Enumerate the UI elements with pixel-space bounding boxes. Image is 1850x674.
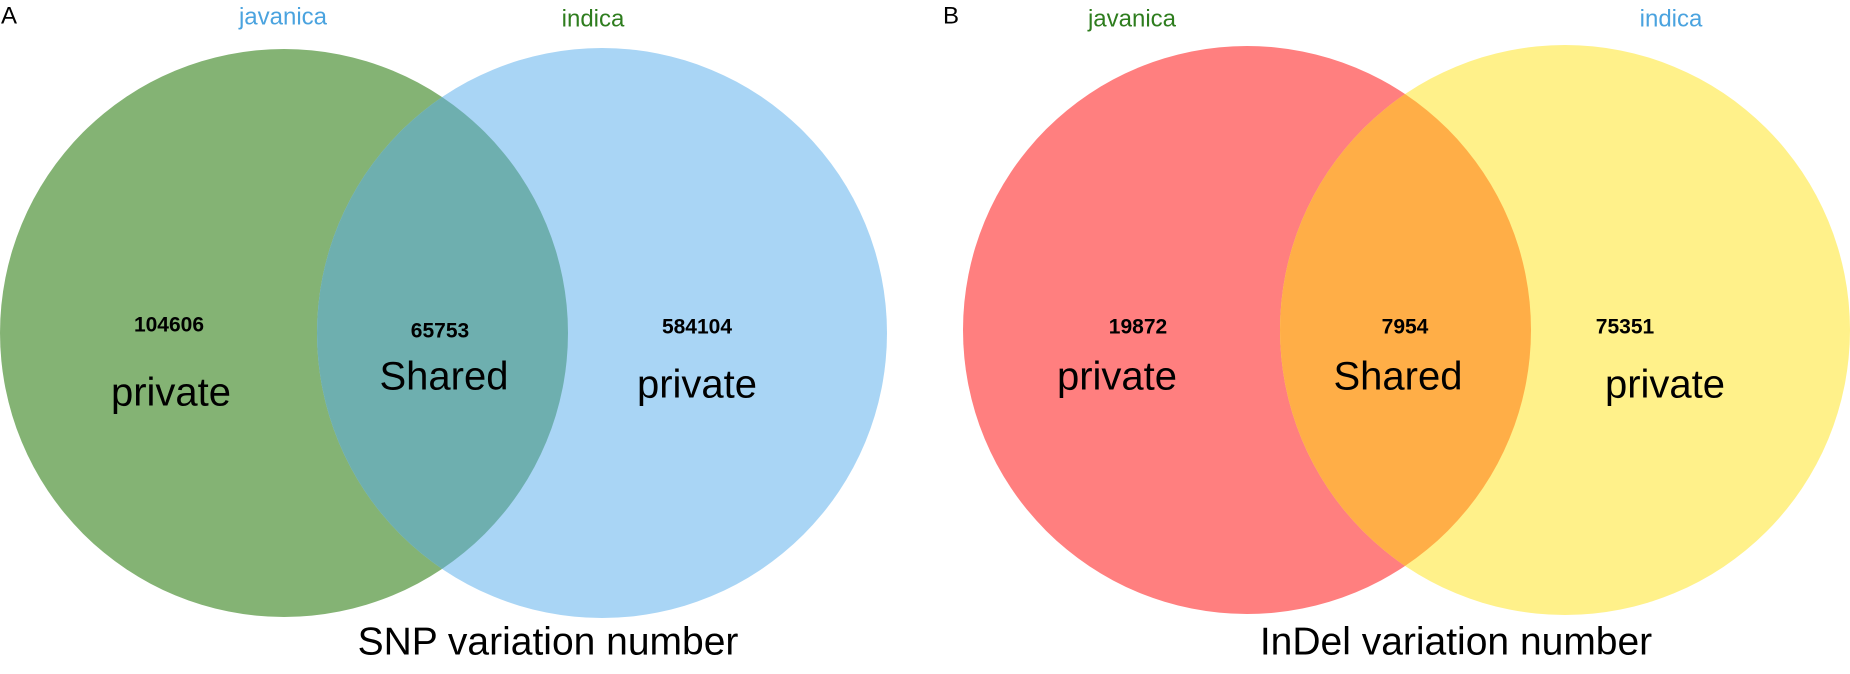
set-label: indica bbox=[1640, 5, 1703, 32]
region-label: Shared bbox=[1334, 355, 1463, 399]
region-count: 7954 bbox=[1382, 316, 1429, 339]
set-label: javanica bbox=[1087, 5, 1177, 32]
overlap-region bbox=[1280, 46, 1531, 614]
region-label: private bbox=[111, 371, 231, 415]
region-label: private bbox=[1605, 363, 1725, 407]
region-label: private bbox=[637, 363, 757, 407]
chart-title: SNP variation number bbox=[358, 620, 739, 663]
venn-panel: javanica indica B 19872 7954 75351 private Shar… bbox=[943, 2, 1850, 663]
region-count: 65753 bbox=[411, 320, 469, 343]
venn-panel: javanica indica A 104606 65753 584104 private S… bbox=[0, 2, 887, 663]
region-count: 75351 bbox=[1596, 316, 1655, 339]
region-count: 19872 bbox=[1109, 316, 1167, 339]
set-label: javanica bbox=[238, 3, 328, 30]
set-label: indica bbox=[562, 5, 625, 32]
region-label: private bbox=[1057, 355, 1177, 399]
region-label: Shared bbox=[380, 355, 509, 399]
overlap-region bbox=[317, 49, 568, 617]
panel-label: B bbox=[943, 2, 959, 29]
region-count: 104606 bbox=[134, 314, 204, 337]
chart-title: InDel variation number bbox=[1260, 620, 1652, 663]
region-count: 584104 bbox=[662, 316, 732, 339]
panel-label: A bbox=[1, 2, 17, 29]
